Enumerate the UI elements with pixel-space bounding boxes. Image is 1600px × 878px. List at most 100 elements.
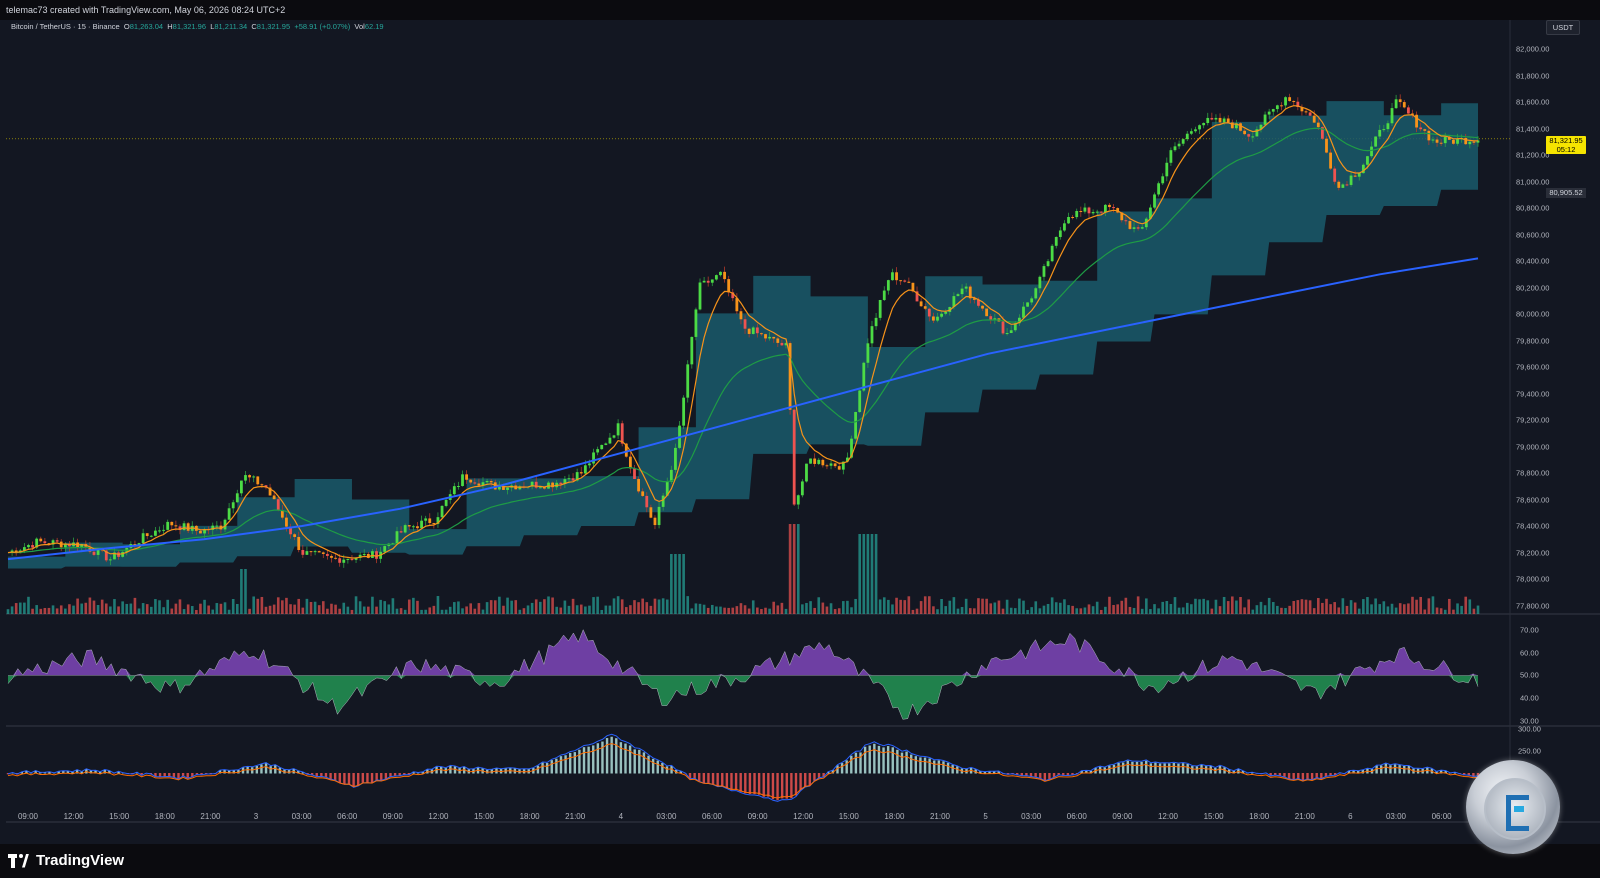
volume-bar (1050, 597, 1054, 614)
candle-body (1108, 204, 1111, 208)
macd-histogram-bar (103, 769, 106, 774)
macd-histogram-bar (900, 752, 904, 774)
macd-histogram-bar (1177, 763, 1180, 774)
macd-histogram-bar (389, 773, 392, 777)
volume-bar (1452, 609, 1455, 614)
candle-body (682, 397, 686, 426)
candle-body (432, 522, 436, 524)
symbol-legend[interactable]: Bitcoin / TetherUS · 15 · Binance O81,26… (11, 22, 384, 31)
candle-body (334, 557, 337, 559)
candle-body (350, 558, 354, 560)
volume-bar (1267, 597, 1271, 614)
candle-body (80, 544, 84, 548)
volume-bar (375, 606, 378, 614)
macd-histogram-bar (98, 771, 102, 774)
macd-histogram-bar (942, 761, 945, 774)
volume-bar (498, 596, 501, 614)
volume-bar (1157, 608, 1160, 614)
volume-bar (919, 601, 923, 614)
candle-body (1427, 130, 1431, 141)
volume-bar (440, 609, 444, 614)
time-tick-label: 15:00 (473, 812, 495, 821)
macd-histogram-bar (647, 755, 650, 774)
candle-body (1095, 211, 1099, 213)
volume-bar (1108, 596, 1111, 614)
volume-bar (248, 608, 251, 614)
volume-bar (68, 604, 71, 614)
time-tick-label: 06:00 (1066, 812, 1087, 821)
macd-histogram-bar (1168, 763, 1171, 774)
tradingview-logo[interactable]: TradingView (8, 852, 124, 869)
rsi-line (7, 629, 1479, 720)
volume-bar (313, 601, 317, 614)
candle-body (309, 551, 313, 553)
candle-body (1443, 136, 1447, 144)
volume-bar (563, 600, 567, 614)
volume-bar (1022, 600, 1025, 614)
macd-histogram-bar (329, 773, 332, 780)
candle-body (1316, 122, 1320, 128)
volume-bar (1357, 608, 1361, 614)
macd-histogram-bar (297, 770, 300, 774)
volume-bar (555, 606, 558, 614)
candle-body (371, 551, 374, 558)
volume-bar (121, 601, 124, 614)
candle-body (1067, 216, 1070, 224)
macd-histogram-bar (725, 773, 729, 789)
volume-bar (1059, 602, 1062, 614)
candle-body (1083, 207, 1087, 212)
candle-body (1468, 141, 1472, 145)
candle-body (1357, 173, 1361, 177)
macd-histogram-bar (817, 773, 821, 778)
candle-body (1124, 220, 1128, 222)
candle-body (170, 521, 174, 526)
macd-histogram-bar (1375, 765, 1378, 774)
candle-body (338, 558, 342, 563)
candle-body (1120, 212, 1124, 221)
volume-bar (1345, 605, 1349, 614)
candle-body (772, 336, 776, 339)
candle-body (31, 545, 34, 548)
volume-bar (1255, 605, 1259, 614)
candle-body (154, 530, 157, 536)
volume-bar (35, 605, 38, 614)
candle-body (436, 517, 440, 524)
volume-bar (481, 609, 485, 614)
candle-body (452, 486, 456, 495)
candle-body (927, 308, 931, 317)
volume-bar (412, 597, 415, 614)
volume-bar (764, 607, 767, 614)
volume-bar (14, 603, 18, 614)
time-tick-label: 15:00 (838, 812, 859, 821)
volume-bar (1091, 606, 1095, 614)
macd-histogram-bar (776, 773, 779, 801)
candle-body (800, 481, 804, 496)
macd-histogram-bar (1043, 773, 1047, 781)
macd-histogram-bar (1324, 773, 1328, 777)
price-tick-label: 80,400.00 (1516, 256, 1550, 266)
close-label: C (251, 22, 257, 31)
candle-body (1304, 111, 1308, 113)
candle-body (1312, 115, 1316, 123)
rsi-tick-label: 50.00 (1520, 670, 1539, 680)
volume-bar (1063, 599, 1066, 614)
volume-bar (784, 608, 788, 614)
candle-body (981, 305, 984, 309)
macd-histogram-bar (398, 773, 401, 777)
candle-body (972, 298, 976, 300)
volume-bar (1009, 607, 1013, 614)
candle-body (1452, 139, 1455, 144)
volume-bar (678, 554, 681, 614)
volume-bar (1075, 608, 1079, 614)
price-tick-label: 77,800.00 (1516, 601, 1550, 610)
candle-body (1075, 210, 1079, 218)
macd-histogram-bar (375, 773, 378, 781)
currency-unit-button[interactable]: USDT (1546, 20, 1580, 35)
candle-body (551, 482, 554, 488)
volume-bar (747, 608, 751, 614)
volume-bar (1071, 605, 1074, 614)
macd-histogram-bar (1204, 766, 1208, 774)
volume-bar (1317, 598, 1320, 614)
volume-bar (1046, 603, 1050, 614)
